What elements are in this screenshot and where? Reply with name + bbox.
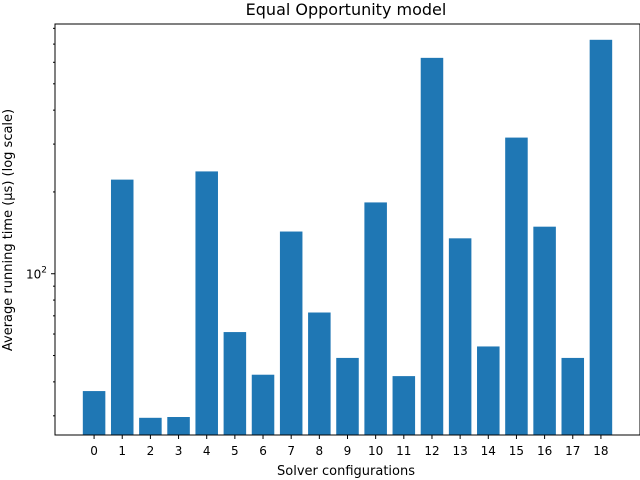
x-tick-label: 16 — [537, 444, 552, 458]
x-tick-label: 14 — [481, 444, 496, 458]
x-tick-label: 7 — [287, 444, 295, 458]
bar-17 — [561, 357, 585, 435]
x-tick-label: 18 — [593, 444, 608, 458]
y-tick-label: 102 — [26, 266, 47, 282]
bar-2 — [139, 417, 162, 435]
bar-4 — [195, 171, 218, 435]
bar-11 — [392, 376, 416, 435]
bar-3 — [167, 417, 190, 435]
x-tick-label: 12 — [424, 444, 439, 458]
x-tick-label: 5 — [231, 444, 239, 458]
bar-9 — [336, 357, 359, 435]
bar-10 — [364, 202, 387, 435]
x-tick-label: 9 — [344, 444, 352, 458]
x-tick-label: 1 — [118, 444, 126, 458]
x-tick-label: 3 — [175, 444, 183, 458]
bar-8 — [308, 312, 331, 435]
bar-13 — [448, 238, 472, 435]
x-tick-label: 17 — [565, 444, 580, 458]
bar-7 — [279, 231, 303, 435]
bar-15 — [505, 137, 528, 436]
x-tick-label: 11 — [396, 444, 411, 458]
x-tick-label: 4 — [203, 444, 211, 458]
y-axis-label: Average running time (μs) (log scale) — [1, 109, 16, 351]
x-tick-label: 0 — [90, 444, 98, 458]
x-tick-label: 15 — [509, 444, 524, 458]
bar-1 — [110, 179, 134, 435]
bar-5 — [223, 332, 247, 435]
bar-14 — [477, 346, 500, 435]
x-tick-label: 8 — [316, 444, 324, 458]
bar-12 — [420, 57, 444, 435]
x-tick-label: 6 — [259, 444, 267, 458]
plot-frame — [54, 23, 640, 436]
x-tick-label: 13 — [452, 444, 467, 458]
bars-group — [82, 39, 613, 436]
y-ticks: 102 — [26, 27, 55, 417]
x-axis-label: Solver configurations — [277, 464, 415, 479]
bar-16 — [533, 226, 556, 435]
bar-6 — [251, 374, 275, 435]
x-tick-label: 10 — [368, 444, 383, 458]
x-ticks: 0 1 2 3 4 5 6 7 8 9 10 11 12 13 14 15 16 17 18 — [90, 435, 609, 458]
bar-0 — [82, 391, 106, 435]
x-tick-label: 2 — [147, 444, 155, 458]
chart-title: Equal Opportunity model — [246, 0, 447, 19]
bar-18 — [589, 39, 613, 436]
